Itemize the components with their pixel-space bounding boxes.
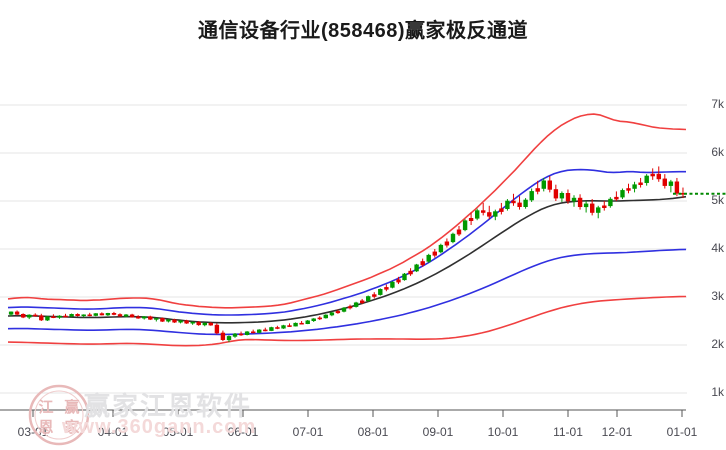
svg-text:赢: 赢 [64, 398, 79, 416]
gridlines-layer [0, 104, 687, 394]
y-axis-tick-label: 5k [711, 193, 724, 207]
y-axis-tick-label: 2k [711, 337, 724, 351]
chart-title: 通信设备行业(858468)赢家极反通道 [197, 20, 529, 42]
x-axis-tick-label: 10-01 [487, 425, 519, 439]
url-watermark: www.360gann.com [62, 416, 257, 438]
y-axis-tick-label: 1k [711, 385, 724, 399]
svg-text:恩: 恩 [38, 419, 53, 436]
x-axis-tick-label: 01-01 [666, 425, 698, 439]
y-axis-tick-label: 6k [711, 145, 724, 159]
x-axis-tick-label: 04-01 [97, 425, 129, 439]
y-axis-tick-label: 7k [711, 97, 724, 111]
y-axis-tick-label: 4k [711, 241, 724, 255]
x-axis-tick-label: 03-01 [17, 425, 49, 439]
x-axis-layer [0, 409, 686, 417]
candlesticks-layer [8, 166, 686, 343]
x-axis-tick-label: 07-01 [292, 425, 324, 439]
brand-watermark: 赢家江恩软件 [84, 391, 253, 421]
svg-text:家: 家 [64, 418, 79, 436]
x-axis-tick-label: 12-01 [601, 425, 633, 439]
y-axis-tick-label: 3k [711, 289, 724, 303]
channel-bands-layer [7, 113, 687, 347]
x-axis-tick-label: 08-01 [357, 425, 389, 439]
seal-watermark-icon: 江 赢 恩 家 [28, 384, 90, 446]
x-axis-tick-label: 11-01 [553, 425, 583, 439]
svg-text:江: 江 [38, 398, 53, 416]
x-axis-tick-label: 09-01 [422, 425, 454, 439]
x-axis-tick-label: 06-01 [227, 425, 259, 439]
x-axis-tick-label: 05-01 [162, 425, 194, 439]
